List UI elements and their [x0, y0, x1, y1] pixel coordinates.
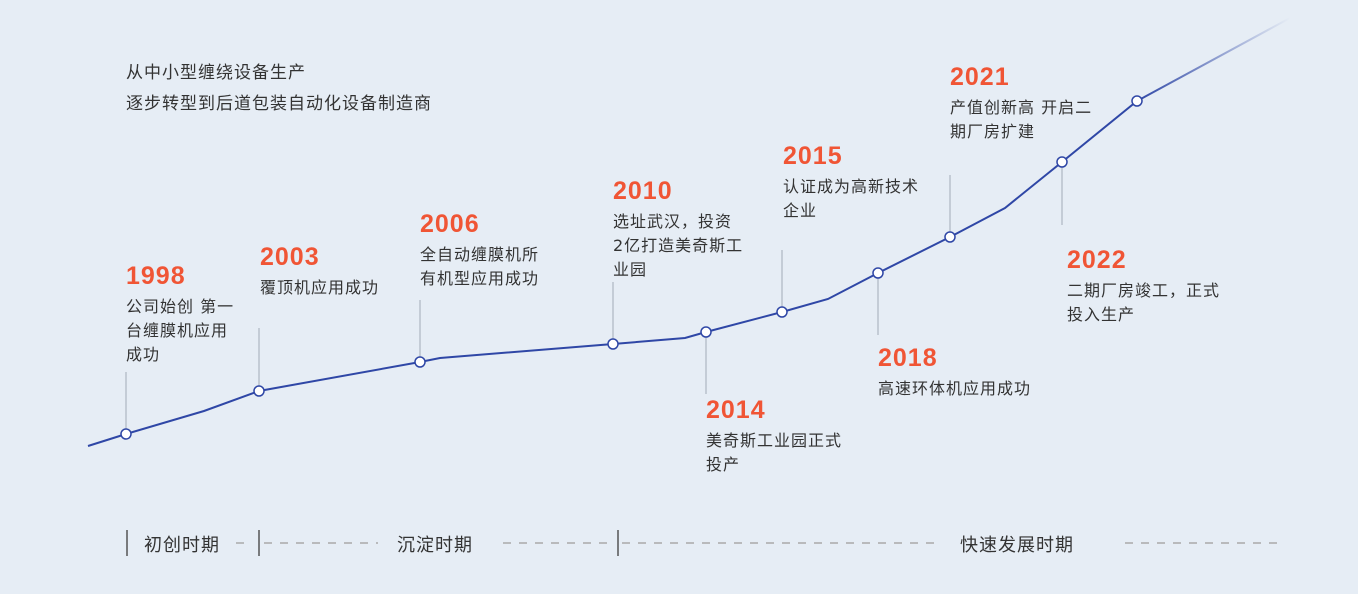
event-desc: 全自动缠膜机所 有机型应用成功: [420, 245, 540, 288]
node-2014: [700, 326, 712, 338]
event-desc: 认证成为高新技术 企业: [783, 177, 920, 220]
event-year: 1998: [126, 262, 186, 290]
event-year: 2014: [706, 396, 766, 424]
growth-line-fade: [1136, 17, 1291, 102]
event-desc: 选址武汉，投资 2亿打造美奇斯工 业园: [613, 212, 744, 279]
intro-line-2: 逐步转型到后道包装自动化设备制造商: [126, 94, 432, 114]
event-2010: 2010 选址武汉，投资 2亿打造美奇斯工 业园: [613, 176, 743, 282]
event-year: 2010: [613, 177, 673, 205]
intro-line-1: 从中小型缠绕设备生产: [126, 63, 306, 83]
event-2022: 2022 二期厂房竣工，正式 投入生产: [1067, 245, 1220, 327]
event-1998: 1998 公司始创 第一 台缠膜机应用 成功: [126, 261, 234, 367]
node-1998: [120, 428, 132, 440]
event-2021: 2021 产值创新高 开启二 期厂房扩建: [950, 62, 1092, 144]
node-2015: [776, 306, 788, 318]
period-startup: 初创时期: [144, 535, 220, 556]
node-2021: [944, 231, 956, 243]
event-desc: 二期厂房竣工，正式 投入生产: [1067, 281, 1221, 324]
event-2006: 2006 全自动缠膜机所 有机型应用成功: [420, 209, 539, 291]
event-year: 2021: [950, 63, 1010, 91]
event-year: 2018: [878, 344, 938, 372]
node-2003: [253, 385, 265, 397]
event-year: 2006: [420, 210, 480, 238]
node-2022: [1056, 156, 1068, 168]
node-end: [1131, 95, 1143, 107]
event-2014: 2014 美奇斯工业园正式 投产: [706, 395, 842, 477]
event-desc: 美奇斯工业园正式 投产: [706, 431, 843, 474]
pins: [125, 162, 1063, 434]
period-rapid-growth: 快速发展时期: [960, 535, 1074, 556]
event-desc: 公司始创 第一 台缠膜机应用 成功: [126, 297, 235, 364]
event-2015: 2015 认证成为高新技术 企业: [783, 141, 919, 223]
node-2018: [872, 267, 884, 279]
event-2018: 2018 高速环体机应用成功: [878, 343, 1031, 401]
event-year: 2022: [1067, 246, 1127, 274]
node-2006: [414, 356, 426, 368]
event-year: 2003: [260, 243, 320, 271]
event-desc: 高速环体机应用成功: [878, 379, 1032, 398]
growth-line: [87, 100, 1138, 447]
event-2003: 2003 覆顶机应用成功: [260, 242, 379, 300]
event-year: 2015: [783, 142, 843, 170]
event-desc: 覆顶机应用成功: [260, 278, 380, 297]
node-2010: [607, 338, 619, 350]
period-accumulation: 沉淀时期: [397, 535, 473, 556]
period-axis: [126, 530, 619, 556]
event-desc: 产值创新高 开启二 期厂房扩建: [950, 98, 1093, 141]
